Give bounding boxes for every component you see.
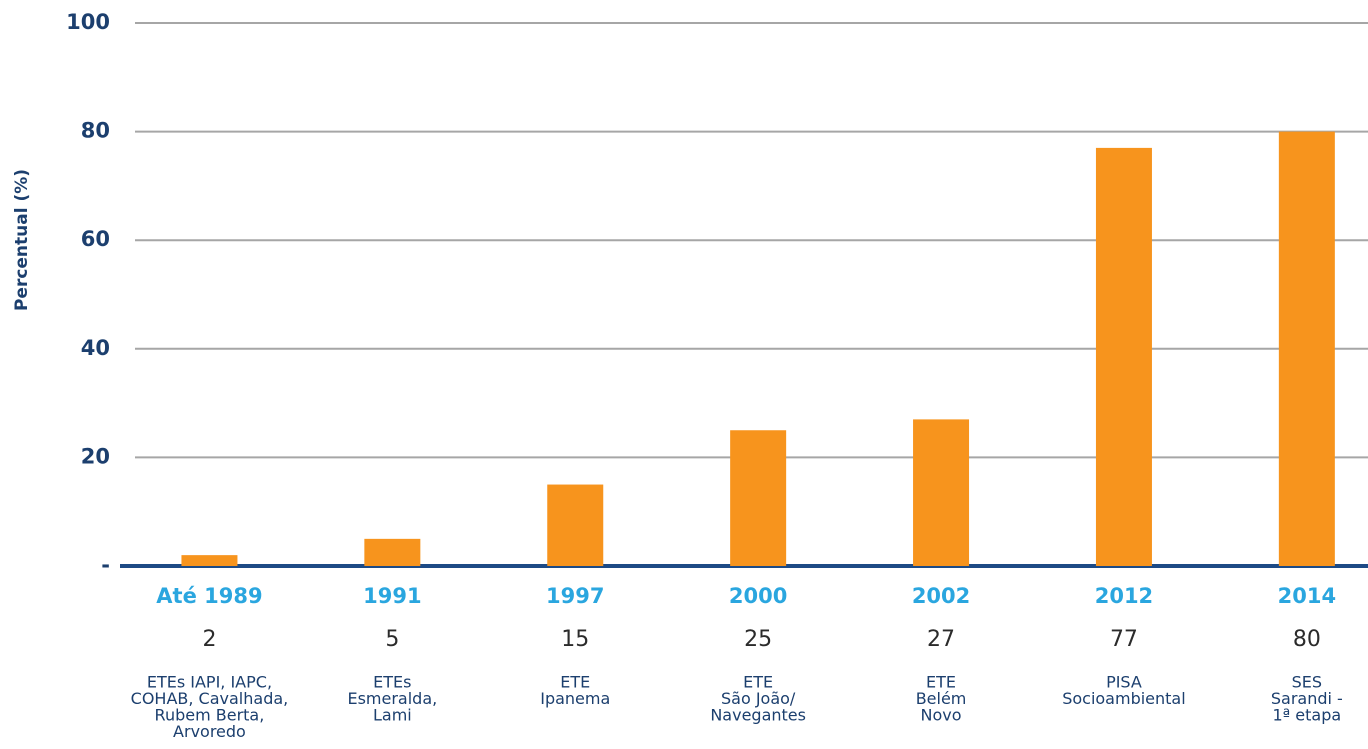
y-tick-label: 20: [81, 444, 110, 468]
y-tick-label: 80: [81, 119, 110, 143]
category-description: SES: [1292, 673, 1322, 692]
value-label: 15: [561, 627, 589, 652]
category-description: ETEs: [373, 673, 411, 692]
value-label: 2: [202, 627, 216, 652]
y-tick-label: 60: [81, 227, 110, 251]
x-tick-label: 2014: [1278, 584, 1336, 608]
y-axis-label: Percentual (%): [12, 169, 32, 311]
x-tick-label: 2000: [729, 584, 787, 608]
bar: [1278, 131, 1335, 566]
category-description: ETE: [743, 673, 773, 692]
value-label: 77: [1110, 627, 1138, 652]
y-tick-label: 40: [81, 336, 110, 360]
category-description: 1ª etapa: [1273, 706, 1342, 725]
category-description: Esmeralda,: [347, 689, 437, 708]
bar: [1095, 147, 1152, 566]
category-description: Belém: [916, 689, 967, 708]
x-tick-label: 1991: [363, 584, 421, 608]
category-description: ETE: [560, 673, 590, 692]
y-tick-label: -: [101, 553, 110, 577]
bar: [364, 538, 421, 566]
x-tick-label: 1997: [546, 584, 604, 608]
category-description: COHAB, Cavalhada,: [131, 689, 289, 708]
category-description: Ipanema: [540, 689, 610, 708]
x-tick-label: 2002: [912, 584, 970, 608]
value-label: 5: [385, 627, 399, 652]
x-tick-label: 2012: [1095, 584, 1153, 608]
category-description: Lami: [373, 706, 412, 725]
category-description: Navegantes: [710, 706, 806, 725]
value-label: 80: [1293, 627, 1321, 652]
x-tick-label: Até 1989: [156, 584, 262, 608]
category-description: Sarandi -: [1271, 689, 1343, 708]
value-label: 27: [927, 627, 955, 652]
bar: [730, 430, 787, 566]
category-description: São João/: [721, 689, 796, 708]
category-description: Socioambiental: [1062, 689, 1185, 708]
category-description: Rubem Berta,: [155, 706, 265, 725]
category-description: ETE: [926, 673, 956, 692]
category-description: Arvoredo: [173, 722, 246, 741]
bar: [913, 419, 970, 566]
value-label: 25: [744, 627, 772, 652]
category-description: PISA: [1106, 673, 1142, 692]
category-description: ETEs IAPI, IAPC,: [147, 673, 272, 692]
category-description: Novo: [921, 706, 962, 725]
bar: [547, 484, 604, 566]
bar: [181, 555, 238, 566]
y-tick-label: 100: [66, 10, 110, 34]
